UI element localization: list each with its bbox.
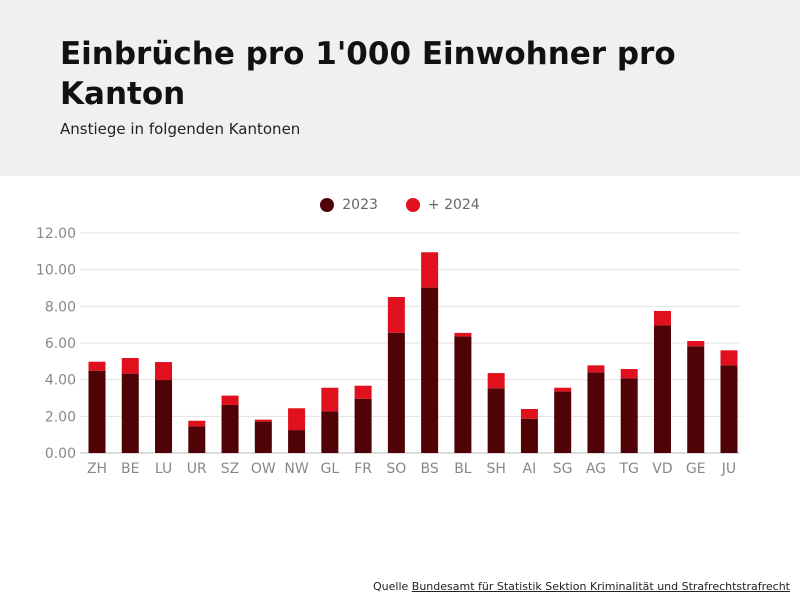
x-tick-label: FR — [354, 461, 372, 477]
source-link[interactable]: Bundesamt für Statistik Sektion Kriminal… — [411, 580, 790, 593]
legend-dot-icon — [320, 198, 335, 212]
bar-ZH-2023 — [88, 370, 106, 453]
x-tick-label: JU — [721, 461, 736, 477]
bar-GE-2024 — [687, 340, 705, 347]
bar-LU-2024 — [155, 362, 173, 381]
bar-JU-2024 — [720, 350, 738, 366]
source: Quelle Bundesamt für Statistik Sektion K… — [373, 580, 790, 593]
x-tick-label: GE — [686, 461, 706, 477]
bar-UR-2024 — [188, 420, 206, 427]
bar-BS-2024 — [421, 252, 439, 288]
legend-item-2024[interactable]: + 2024 — [405, 197, 480, 213]
x-tick-label: ZH — [87, 461, 107, 477]
x-tick-label: VD — [652, 461, 672, 477]
x-tick-label: AI — [523, 461, 537, 477]
x-tick-label: SG — [553, 461, 573, 477]
bar-OW-2024 — [254, 419, 272, 422]
bar-ZH-2024 — [88, 361, 106, 371]
bar-GE-2023 — [687, 346, 705, 453]
bar-SG-2024 — [554, 387, 572, 392]
y-tick-label: 8.00 — [45, 299, 76, 315]
y-tick-label: 2.00 — [45, 409, 76, 425]
bar-SH-2023 — [487, 388, 505, 453]
x-tick-label: UR — [187, 461, 207, 477]
y-tick-label: 0.00 — [45, 446, 76, 462]
bar-AG-2024 — [587, 365, 605, 373]
bar-JU-2023 — [720, 365, 738, 453]
header: Einbrüche pro 1'000 Einwohner pro Kanton… — [0, 0, 800, 176]
x-tick-label: BL — [454, 461, 472, 477]
bar-SH-2024 — [487, 373, 505, 389]
x-tick-label: BS — [421, 461, 439, 477]
y-tick-label: 12.00 — [36, 226, 76, 242]
bar-SO-2023 — [387, 332, 405, 453]
bar-SZ-2023 — [221, 404, 239, 453]
x-tick-label: LU — [155, 461, 172, 477]
bar-BE-2024 — [121, 358, 139, 374]
x-tick-label: SO — [386, 461, 406, 477]
x-tick-label: SZ — [221, 461, 239, 477]
x-tick-label: NW — [284, 461, 308, 477]
bar-SO-2024 — [387, 296, 405, 333]
bar-BS-2023 — [421, 287, 439, 453]
bar-UR-2023 — [188, 426, 206, 453]
bar-FR-2024 — [354, 385, 372, 399]
x-tick-label: BE — [121, 461, 139, 477]
bar-TG-2023 — [620, 378, 638, 453]
x-tick-label: OW — [251, 461, 276, 477]
bar-VD-2024 — [653, 310, 671, 326]
bar-NW-2023 — [288, 430, 306, 453]
bar-AI-2024 — [520, 409, 538, 419]
bar-NW-2024 — [288, 408, 306, 431]
bar-BL-2024 — [454, 332, 472, 337]
y-tick-label: 4.00 — [45, 373, 76, 389]
x-tick-label: SH — [486, 461, 505, 477]
bar-AI-2023 — [520, 418, 538, 453]
bar-AG-2023 — [587, 372, 605, 453]
bar-GL-2024 — [321, 387, 339, 412]
page-title: Einbrüche pro 1'000 Einwohner pro Kanton — [60, 36, 676, 112]
x-tick-label: TG — [619, 461, 639, 477]
bar-LU-2023 — [155, 380, 173, 453]
y-tick-label: 6.00 — [45, 336, 76, 352]
bar-SG-2023 — [554, 391, 572, 453]
bar-VD-2023 — [653, 325, 671, 453]
legend-label: + 2024 — [427, 197, 480, 213]
bar-SZ-2024 — [221, 395, 239, 405]
legend: 2023 + 2024 — [0, 197, 800, 213]
y-tick-label: 10.00 — [36, 263, 76, 279]
source-prefix: Quelle — [373, 580, 409, 593]
x-tick-label: GL — [321, 461, 340, 477]
bar-FR-2023 — [354, 398, 372, 453]
bar-TG-2024 — [620, 369, 638, 379]
bar-GL-2023 — [321, 411, 339, 453]
legend-label: 2023 — [342, 197, 378, 213]
bar-BL-2023 — [454, 336, 472, 453]
bar-OW-2023 — [254, 421, 272, 453]
bar-BE-2023 — [121, 373, 139, 453]
legend-dot-icon — [405, 198, 420, 212]
subtitle: Anstiege in folgenden Kantonen — [60, 120, 301, 138]
legend-item-2023[interactable]: 2023 — [320, 197, 378, 213]
x-tick-label: AG — [586, 461, 606, 477]
